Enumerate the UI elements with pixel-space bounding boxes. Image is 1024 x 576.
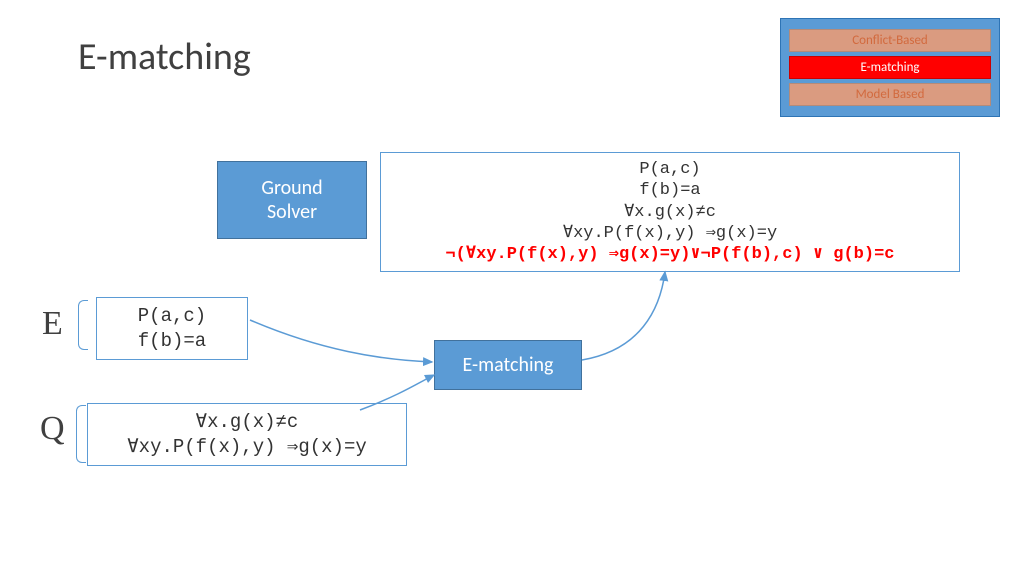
formula-panel: P(a,c) f(b)=a ∀x.g(x)≠c ∀xy.P(f(x),y) ⇒g…	[380, 152, 960, 272]
arrow-ematch-to-panel	[582, 272, 665, 360]
e-label: E	[42, 305, 63, 343]
page-title: E-matching	[78, 34, 251, 80]
e-box-line-1: P(a,c)	[107, 304, 237, 329]
legend-item-model: Model Based	[789, 83, 991, 106]
e-box-line-2: f(b)=a	[107, 329, 237, 354]
ematching-box: E-matching	[434, 340, 582, 390]
q-brace	[76, 405, 86, 463]
formula-line-2: f(b)=a	[391, 180, 949, 201]
e-brace	[78, 300, 88, 350]
formula-line-1: P(a,c)	[391, 159, 949, 180]
ground-solver-box: GroundSolver	[217, 161, 367, 239]
legend-panel: Conflict-Based E-matching Model Based	[780, 18, 1000, 117]
q-label: Q	[40, 410, 65, 448]
formula-line-red: ¬(∀xy.P(f(x),y) ⇒g(x)=y)∨¬P(f(b),c) ∨ g(…	[391, 244, 949, 265]
q-box-line-2: ∀xy.P(f(x),y) ⇒g(x)=y	[98, 435, 396, 460]
legend-item-conflict: Conflict-Based	[789, 29, 991, 52]
ground-solver-label: GroundSolver	[261, 176, 322, 224]
e-box: P(a,c) f(b)=a	[96, 297, 248, 360]
ematching-label: E-matching	[463, 353, 554, 377]
arrow-e-to-ematch	[250, 320, 432, 362]
formula-line-4: ∀xy.P(f(x),y) ⇒g(x)=y	[391, 223, 949, 244]
formula-line-3: ∀x.g(x)≠c	[391, 202, 949, 223]
q-box: ∀x.g(x)≠c ∀xy.P(f(x),y) ⇒g(x)=y	[87, 403, 407, 466]
q-box-line-1: ∀x.g(x)≠c	[98, 410, 396, 435]
legend-item-ematching: E-matching	[789, 56, 991, 79]
